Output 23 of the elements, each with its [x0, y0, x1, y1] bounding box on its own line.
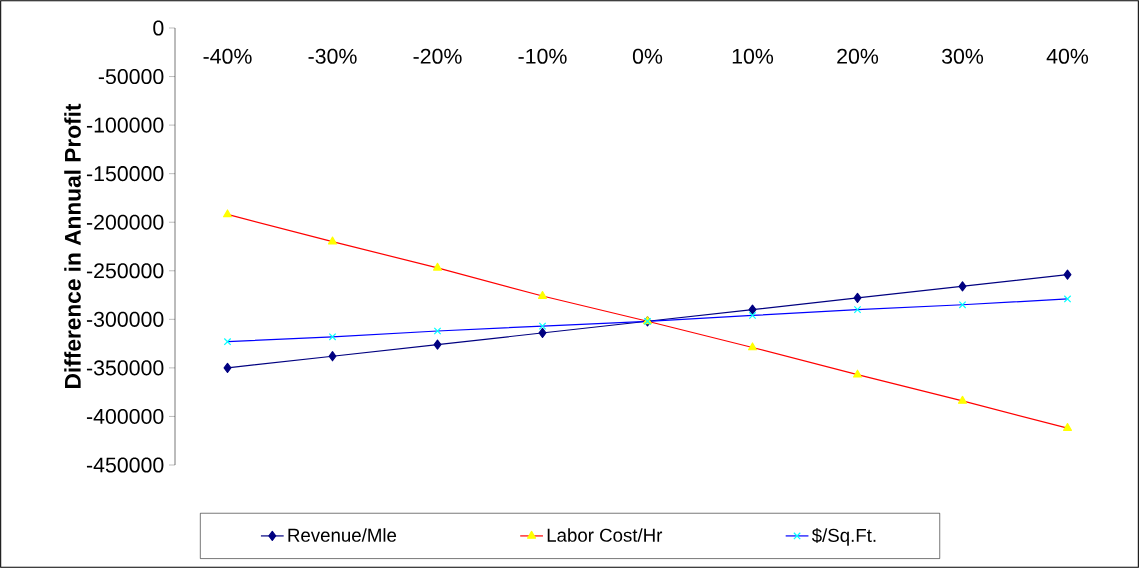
x-tick-label: 20% — [837, 48, 879, 64]
y-tick-label: -150000 — [86, 166, 164, 182]
y-tick-label: -50000 — [98, 69, 164, 85]
x-tick-label: 30% — [941, 48, 984, 64]
x-tick-label: -10% — [518, 48, 567, 64]
y-tick-label: -200000 — [86, 214, 164, 230]
x-tick-label: -20% — [413, 48, 462, 64]
x-tick-label: 0% — [632, 48, 663, 64]
y-tick-label: 0 — [153, 20, 164, 36]
legend-label: $/Sq.Ft. — [811, 528, 876, 546]
x-tick-label: 40% — [1046, 48, 1089, 64]
y-tick-label: -400000 — [86, 408, 164, 424]
x-tick-label: -30% — [308, 48, 357, 64]
y-tick-label: -300000 — [86, 311, 164, 327]
y-tick-label: -100000 — [86, 117, 164, 133]
y-tick-label: -250000 — [86, 263, 164, 279]
y-tick-label: -450000 — [86, 457, 164, 473]
legend-label: Labor Cost/Hr — [547, 528, 663, 542]
x-tick-label: 10% — [732, 48, 774, 64]
x-tick-label: -40% — [203, 48, 252, 64]
y-axis-title: Difference in Annual Profit — [64, 103, 81, 388]
legend-label: Revenue/Mle — [288, 528, 397, 542]
y-tick-label: -350000 — [86, 360, 164, 376]
